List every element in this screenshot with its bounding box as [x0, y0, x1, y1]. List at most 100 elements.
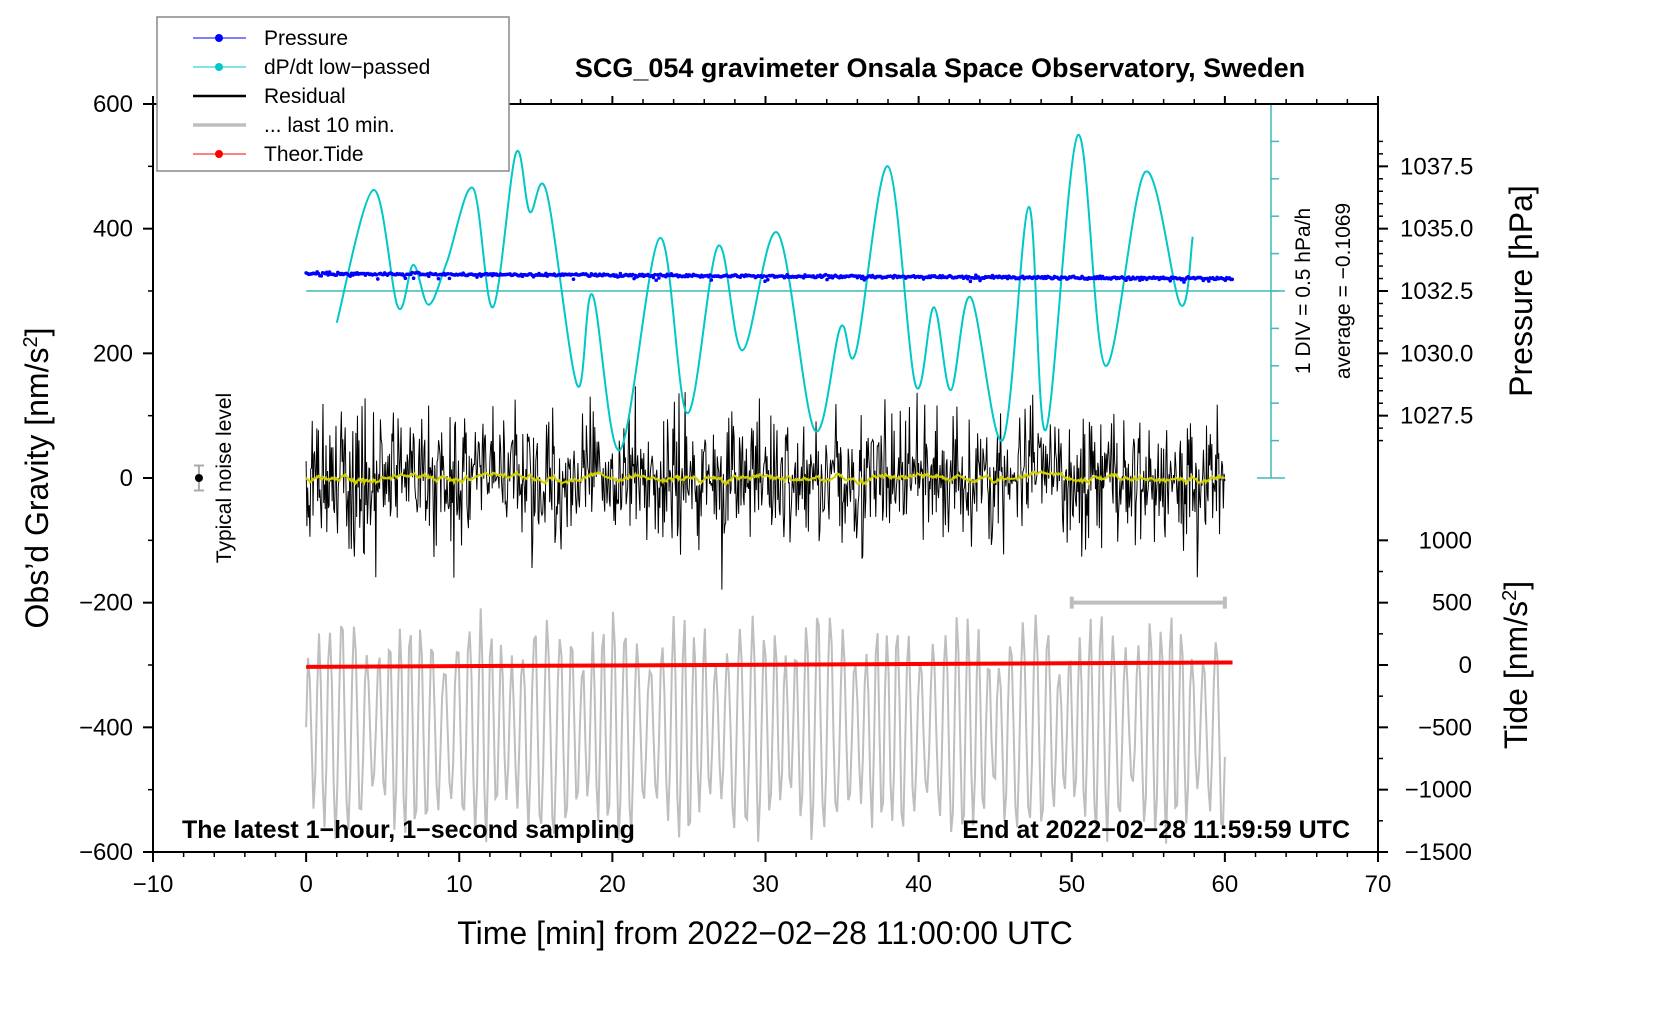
- tide-tick-label: −1000: [1405, 777, 1472, 804]
- y-axis-label-pressure: Pressure [hPa]: [1503, 185, 1539, 397]
- chart-title: SCG_054 gravimeter Onsala Space Observat…: [575, 53, 1305, 83]
- legend-label: Theor.Tide: [264, 143, 364, 166]
- legend-item: Pressure: [193, 27, 348, 50]
- pressure-point: [1138, 278, 1142, 282]
- legend-label: dP/dt low−passed: [264, 56, 430, 79]
- pressure-point: [435, 273, 439, 277]
- legend-marker: [215, 63, 223, 71]
- pressure-point: [1124, 278, 1128, 282]
- tide-tick-label: −1500: [1405, 839, 1472, 866]
- pressure-point: [319, 274, 324, 278]
- y-tick-label: −600: [79, 839, 133, 866]
- tide-tick-label: 0: [1459, 652, 1472, 679]
- dpdt-line: [335, 134, 1194, 451]
- pressure-point: [709, 278, 714, 282]
- pressure-series: [304, 270, 1235, 284]
- residual-line: [305, 386, 1226, 590]
- y-axis-label-tide: Tide [nm/s2]: [1498, 581, 1534, 749]
- legend-marker: [215, 150, 223, 158]
- pressure-point: [426, 274, 431, 279]
- pressure-point: [544, 271, 548, 276]
- pressure-point: [447, 276, 452, 281]
- pressure-point: [375, 277, 380, 281]
- y-tick-label: 0: [120, 465, 133, 492]
- pressure-point: [571, 277, 576, 282]
- dpdt-scale-label: 1 DIV = 0.5 hPa/h: [1292, 208, 1315, 374]
- noise-level-point: [194, 474, 203, 482]
- pressure-point: [632, 276, 636, 281]
- pressure-point: [570, 272, 574, 277]
- pressure-point: [617, 274, 621, 279]
- y-tick-label: 200: [93, 340, 133, 367]
- legend: Pressure dP/dt low−passed Residual ... last…: [156, 16, 510, 172]
- pressure-point: [765, 277, 770, 282]
- x-tick-label: 60: [1212, 871, 1239, 898]
- pressure-point: [410, 270, 415, 275]
- pressure-point: [972, 276, 977, 280]
- pressure-tick-label: 1027.5: [1400, 403, 1473, 430]
- annotation-right: End at 2022−02−28 11:59:59 UTC: [962, 816, 1350, 844]
- x-tick-label: 70: [1365, 871, 1392, 898]
- y-tick-label: 600: [93, 91, 133, 118]
- pressure-point: [761, 274, 766, 278]
- x-tick-label: −10: [133, 871, 174, 898]
- legend-label: Pressure: [264, 27, 348, 50]
- pressure-point: [618, 271, 623, 276]
- y-tick-label: −400: [79, 714, 133, 741]
- pressure-point: [763, 279, 767, 284]
- theor-tide-line: [306, 660, 1233, 669]
- legend-item: Residual: [193, 85, 346, 108]
- pressure-point: [654, 278, 658, 283]
- noise-level-label: Typical noise level: [213, 393, 236, 563]
- pressure-point: [411, 276, 416, 280]
- pressure-point: [1168, 278, 1173, 283]
- pressure-point: [1206, 279, 1211, 283]
- legend-label: Residual: [264, 85, 346, 108]
- pressure-tick-label: 1030.0: [1400, 340, 1473, 367]
- pressure-point: [374, 272, 379, 277]
- dpdt-average-label: average = −0.1069: [1332, 203, 1355, 379]
- y-tick-label: 400: [93, 216, 133, 243]
- tide-tick-label: 500: [1432, 590, 1472, 617]
- x-tick-label: 40: [905, 871, 932, 898]
- pressure-point: [403, 276, 408, 280]
- pressure-point: [976, 275, 981, 279]
- pressure-point: [651, 275, 656, 280]
- legend-item: Theor.Tide: [193, 143, 364, 166]
- pressure-point: [1230, 277, 1235, 282]
- pressure-point: [652, 272, 657, 277]
- pressure-point: [801, 275, 806, 280]
- last-10-min-line: [305, 608, 1226, 844]
- pressure-tick-label: 1032.5: [1400, 278, 1473, 305]
- pressure-point: [657, 276, 661, 280]
- pressure-tick-label: 1035.0: [1400, 216, 1473, 243]
- y-axis-label-left: Obs’d Gravity [nm/s2]: [19, 328, 55, 629]
- x-tick-label: 20: [599, 871, 626, 898]
- legend-item: dP/dt low−passed: [193, 56, 430, 79]
- legend-item: ... last 10 min.: [193, 114, 395, 137]
- pressure-point: [348, 274, 353, 279]
- residual-smoothed-line: [305, 469, 1226, 487]
- pressure-point: [708, 273, 712, 277]
- tide-tick-label: −500: [1418, 714, 1472, 741]
- pressure-point: [1180, 276, 1185, 281]
- y-tick-label: −200: [79, 590, 133, 617]
- pressure-point: [764, 274, 769, 279]
- annotation-left: The latest 1−hour, 1−second sampling: [182, 816, 635, 844]
- pressure-point: [968, 279, 973, 284]
- legend-box: [156, 16, 510, 172]
- x-tick-label: 10: [446, 871, 473, 898]
- pressure-point: [655, 273, 660, 277]
- pressure-point: [974, 273, 978, 278]
- pressure-point: [436, 276, 441, 281]
- pressure-point: [861, 274, 865, 279]
- pressure-point: [326, 273, 330, 277]
- pressure-point: [967, 274, 971, 279]
- x-tick-label: 50: [1058, 871, 1085, 898]
- tide-tick-label: 1000: [1419, 527, 1472, 554]
- pressure-tick-label: 1037.5: [1400, 153, 1473, 180]
- legend-label: ... last 10 min.: [264, 114, 395, 137]
- x-tick-label: 0: [299, 871, 312, 898]
- pressure-point: [1182, 280, 1186, 284]
